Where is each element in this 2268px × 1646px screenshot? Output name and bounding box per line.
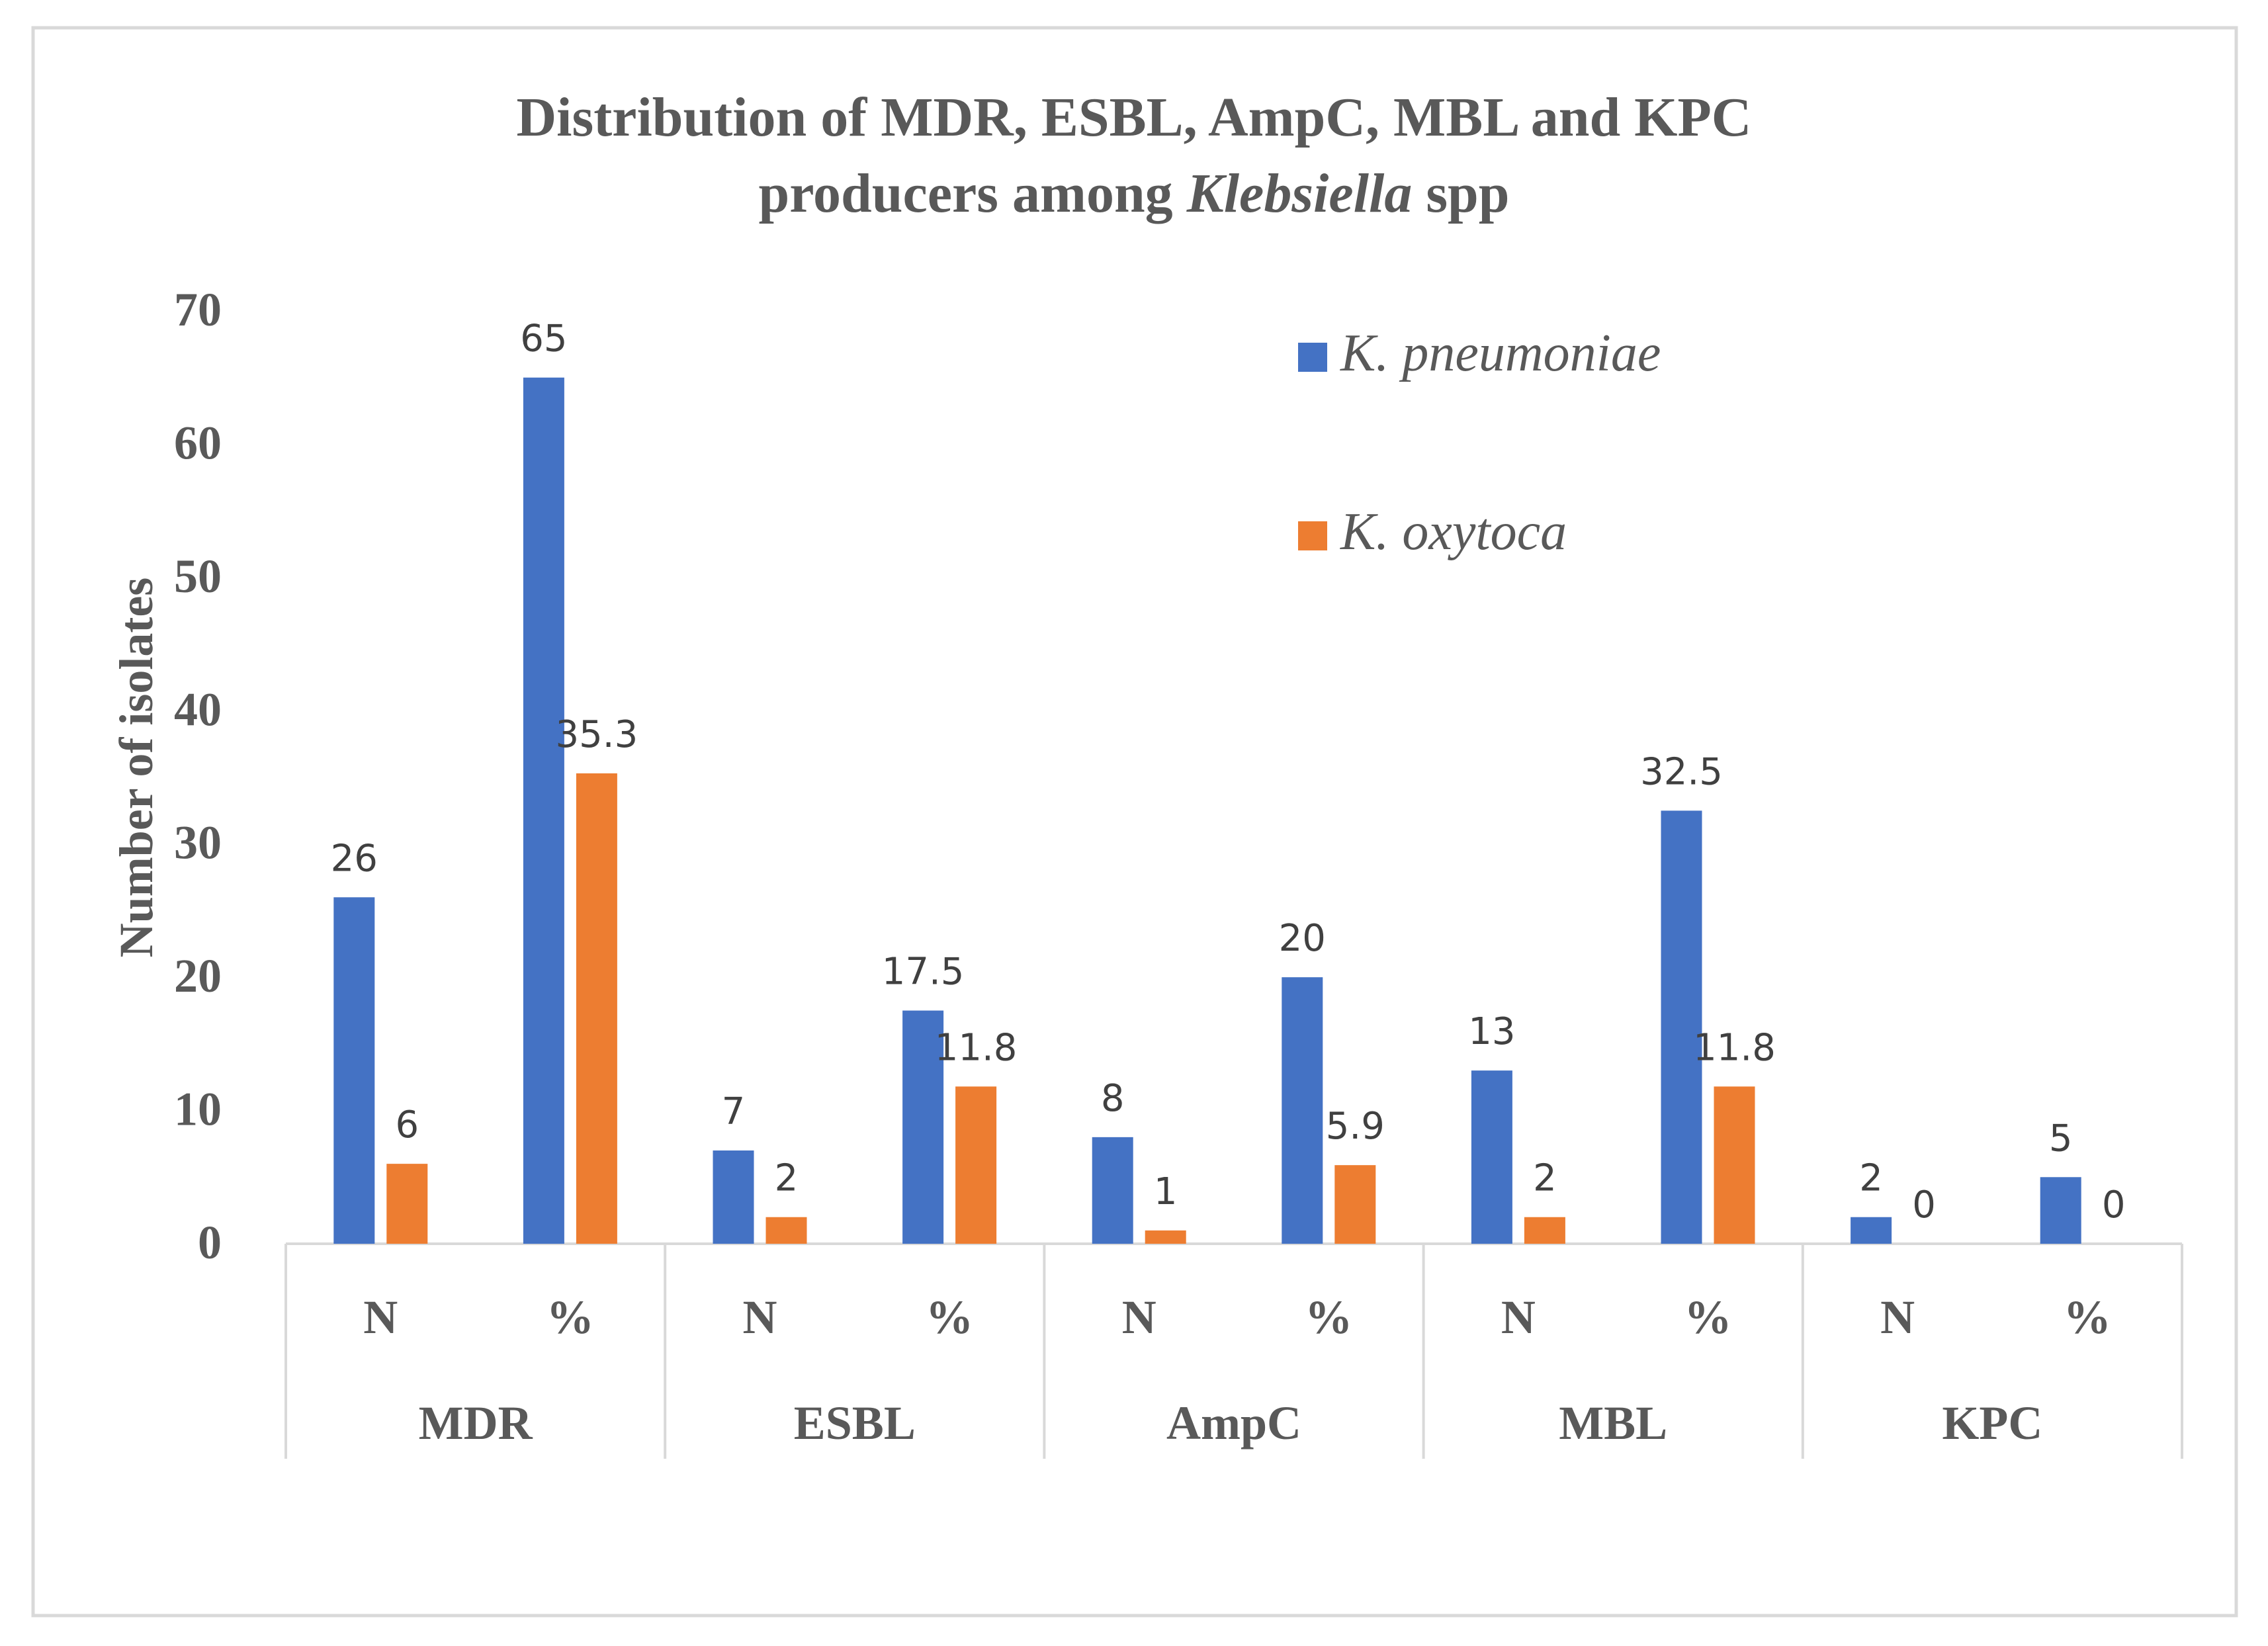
- bar-k-oxytoca-5: [1334, 1165, 1376, 1244]
- legend-label-k-oxytoca: K. oxytoca: [1340, 503, 1567, 561]
- bars: [333, 377, 2081, 1244]
- legend-swatch-k-pneumoniae: [1298, 343, 1327, 372]
- data-label-k-pneumoniae-0: 26: [331, 837, 378, 880]
- legend: K. pneumoniae K. oxytoca: [1298, 324, 1661, 561]
- y-tick-label-0: 0: [198, 1216, 222, 1269]
- bar-k-oxytoca-3: [955, 1086, 997, 1244]
- bar-k-pneumoniae-4: [1092, 1137, 1133, 1244]
- chart-title-line-1: Distribution of MDR, ESBL, AmpC, MBL and…: [517, 87, 1752, 148]
- x-subcategory-label-2: N: [743, 1291, 777, 1344]
- x-subcategory-label-6: N: [1501, 1291, 1536, 1344]
- bar-k-oxytoca-1: [576, 773, 617, 1244]
- y-tick-label-10: 10: [174, 1083, 222, 1136]
- data-label-k-oxytoca-5: 5.9: [1326, 1105, 1385, 1148]
- bar-k-pneumoniae-2: [713, 1150, 754, 1244]
- x-subcategory-label-8: N: [1880, 1291, 1915, 1344]
- x-group-label-ampc: AmpC: [1166, 1397, 1301, 1450]
- data-labels: 26 65 7 17.5 8 20 13 32.5 2 5 6 35.3 2 11.8 1 5.9 2 11.8 0…: [331, 318, 2126, 1227]
- y-tick-label-40: 40: [174, 683, 222, 736]
- data-label-k-oxytoca-7: 11.8: [1693, 1026, 1776, 1069]
- bar-k-oxytoca-0: [386, 1164, 428, 1244]
- y-tick-label-20: 20: [174, 949, 222, 1002]
- x-group-label-mbl: MBL: [1559, 1397, 1667, 1450]
- x-subcategory-label-1: %: [546, 1291, 594, 1344]
- bar-k-pneumoniae-0: [333, 897, 375, 1244]
- data-label-k-pneumoniae-2: 7: [722, 1090, 746, 1133]
- data-label-k-pneumoniae-5: 20: [1279, 917, 1326, 960]
- bar-k-pneumoniae-7: [1661, 810, 1702, 1244]
- data-label-k-oxytoca-4: 1: [1154, 1170, 1178, 1213]
- data-label-k-oxytoca-9: 0: [2102, 1184, 2126, 1227]
- data-label-k-pneumoniae-1: 65: [520, 318, 567, 361]
- x-group-label-esbl: ESBL: [794, 1397, 916, 1450]
- bar-k-oxytoca-6: [1524, 1217, 1565, 1244]
- bar-k-pneumoniae-8: [1851, 1217, 1892, 1244]
- x-group-label-kpc: KPC: [1942, 1397, 2042, 1450]
- x-subcategory-label-5: %: [1305, 1291, 1352, 1344]
- x-subcategory-label-0: N: [363, 1291, 398, 1344]
- chart-title-line-2: producers among Klebsiella spp: [759, 163, 1510, 224]
- y-axis: 0 10 20 30 40 50 60 70: [174, 283, 222, 1269]
- bar-k-oxytoca-2: [765, 1217, 807, 1244]
- data-label-k-oxytoca-2: 2: [775, 1157, 799, 1200]
- legend-swatch-k-oxytoca: [1298, 521, 1327, 550]
- bar-k-pneumoniae-9: [2040, 1177, 2081, 1244]
- x-subcategory-label-3: %: [926, 1291, 973, 1344]
- bar-k-oxytoca-4: [1145, 1230, 1186, 1244]
- y-tick-label-70: 70: [174, 283, 222, 336]
- y-tick-label-30: 30: [174, 816, 222, 869]
- x-subcategory-label-4: N: [1122, 1291, 1156, 1344]
- data-label-k-pneumoniae-7: 32.5: [1640, 750, 1723, 793]
- x-group-label-mdr: MDR: [419, 1397, 533, 1450]
- data-label-k-oxytoca-6: 2: [1533, 1157, 1557, 1200]
- data-label-k-pneumoniae-9: 5: [2049, 1117, 2073, 1160]
- legend-label-k-pneumoniae: K. pneumoniae: [1340, 324, 1661, 382]
- data-label-k-oxytoca-8: 0: [1912, 1184, 1936, 1227]
- y-axis-label: Number of isolates: [110, 578, 163, 958]
- data-label-k-pneumoniae-6: 13: [1468, 1010, 1515, 1053]
- bar-k-pneumoniae-5: [1282, 977, 1323, 1244]
- data-label-k-pneumoniae-3: 17.5: [882, 951, 965, 994]
- data-label-k-oxytoca-3: 11.8: [935, 1026, 1018, 1069]
- data-label-k-oxytoca-1: 35.3: [556, 713, 638, 756]
- bar-k-pneumoniae-3: [902, 1010, 944, 1244]
- data-label-k-oxytoca-0: 6: [395, 1104, 419, 1147]
- bar-k-pneumoniae-1: [523, 377, 564, 1244]
- chart-border: [31, 26, 2238, 1618]
- x-subcategory-label-9: %: [2064, 1291, 2111, 1344]
- y-tick-label-50: 50: [174, 550, 222, 603]
- data-label-k-pneumoniae-8: 2: [1859, 1157, 1883, 1200]
- bar-k-oxytoca-7: [1714, 1086, 1755, 1244]
- bar-k-pneumoniae-6: [1471, 1070, 1512, 1244]
- data-label-k-pneumoniae-4: 8: [1101, 1077, 1125, 1120]
- y-tick-label-60: 60: [174, 416, 222, 469]
- x-subcategory-label-7: %: [1684, 1291, 1732, 1344]
- x-axis-labels: N% N% N% N% N %MDR ESBL AmpC MBL KPC: [363, 1291, 2111, 1450]
